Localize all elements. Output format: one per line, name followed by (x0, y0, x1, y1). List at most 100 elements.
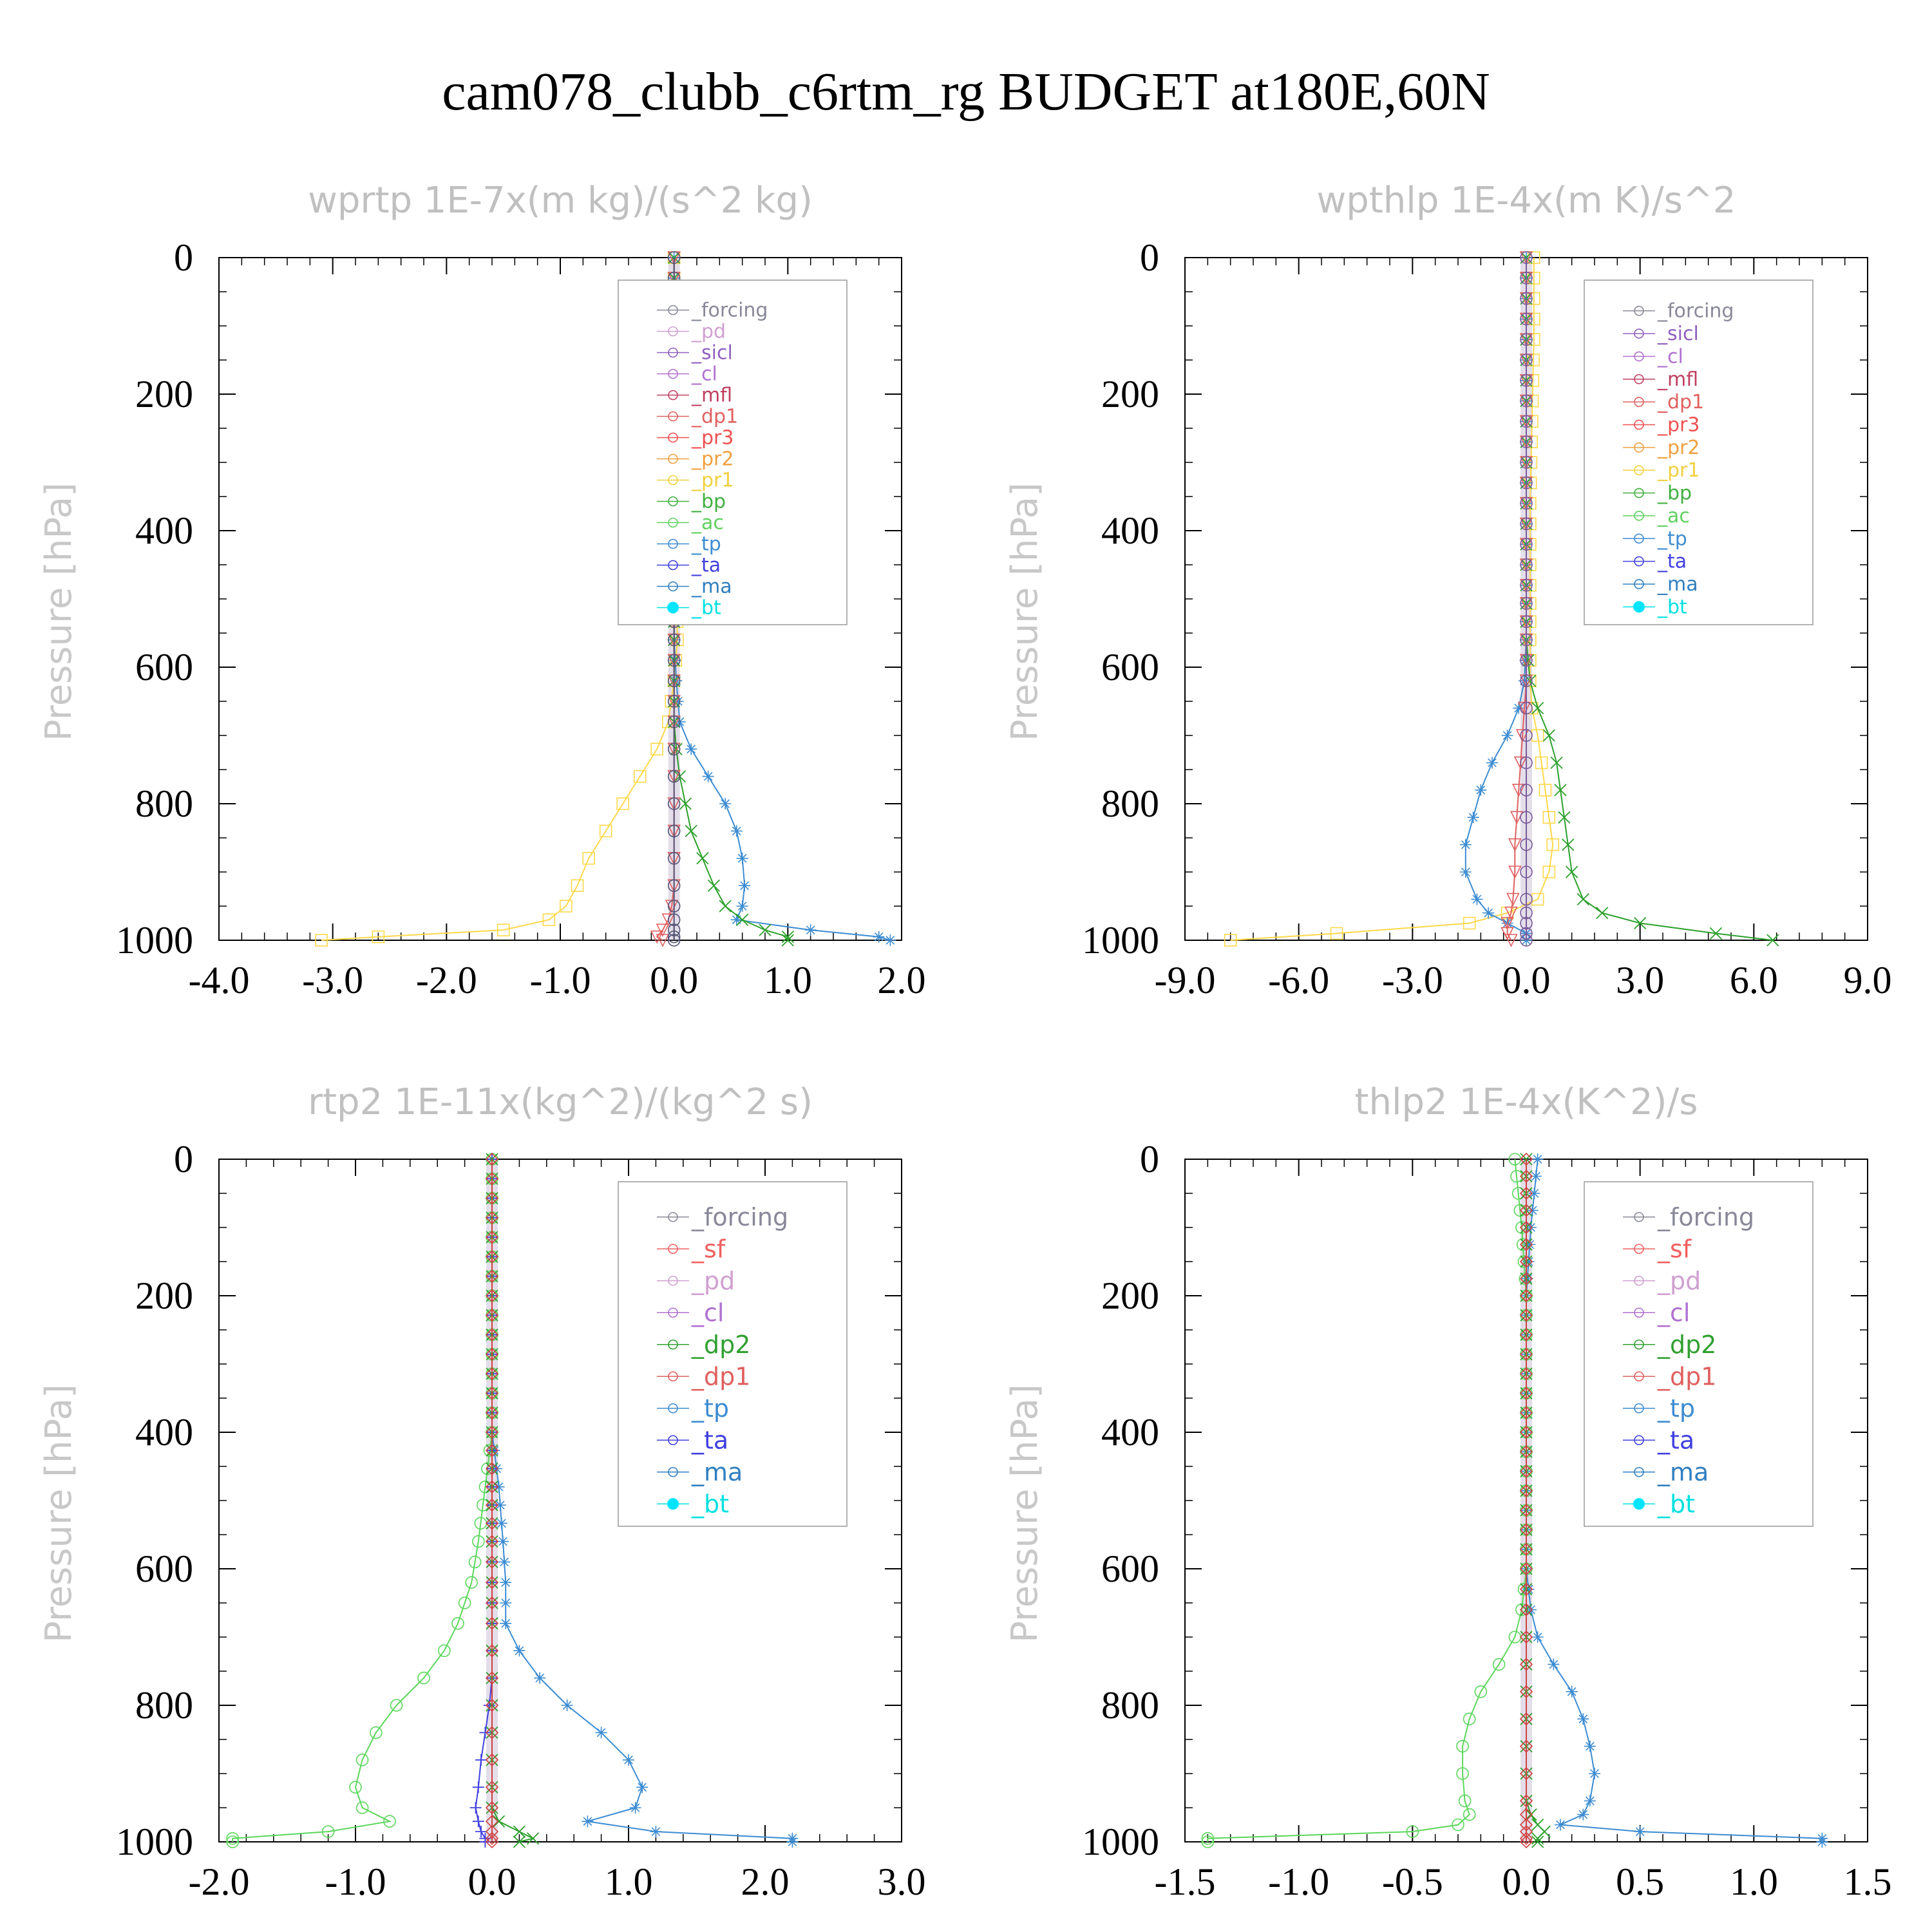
data-point (1520, 476, 1533, 489)
data-point (1520, 558, 1533, 571)
legend-marker (667, 601, 679, 614)
y-tick-label: 0 (1140, 236, 1159, 279)
data-point (1463, 1808, 1476, 1821)
data-point (1463, 916, 1476, 930)
legend-entry: _dp1 (691, 1362, 750, 1390)
data-point (1519, 1425, 1533, 1439)
chart-panel-4: thlp2 1E-4x(K^2)/s Pressure [hPa] -1.5 -1.0… (1004, 1081, 1892, 1903)
data-point (1566, 1685, 1578, 1698)
data-point (1456, 1739, 1469, 1753)
data-point (1520, 615, 1533, 629)
data-point (1531, 1153, 1544, 1165)
y-tick-label: 400 (1101, 1411, 1159, 1454)
data-point (1456, 1767, 1469, 1780)
legend-entry: _pr2 (1657, 437, 1700, 459)
legend-marker (668, 581, 678, 592)
data-point (759, 923, 772, 936)
data-point (526, 1832, 540, 1845)
data-point (1520, 394, 1533, 408)
y-tick-label: 200 (1101, 1274, 1159, 1317)
data-point (1519, 1562, 1533, 1576)
data-point (1520, 251, 1533, 264)
legend-marker (668, 326, 678, 337)
data-point (485, 1835, 499, 1849)
x-tick-label: 3.0 (1616, 959, 1664, 1001)
data-point (485, 1231, 499, 1244)
data-point (485, 1576, 499, 1589)
x-tick-label: -3.0 (302, 959, 363, 1001)
data-point (513, 1825, 526, 1838)
legend-marker (1634, 533, 1644, 544)
data-point (1519, 1445, 1533, 1459)
data-point (315, 934, 328, 947)
data-point (1520, 312, 1533, 326)
data-point (500, 1617, 512, 1629)
legend-marker (668, 1275, 678, 1286)
data-point (1519, 1238, 1533, 1251)
x-tick-label: 0.5 (1616, 1861, 1664, 1903)
data-point (781, 931, 794, 943)
legend-box (1584, 1181, 1814, 1527)
y-tick-label: 400 (135, 1411, 193, 1454)
y-axis-label: Pressure [hPa] (38, 482, 80, 741)
data-point (707, 879, 721, 892)
legend-marker (1634, 1307, 1644, 1318)
data-point (1508, 866, 1522, 879)
legend-marker (667, 1498, 679, 1510)
data-point (685, 743, 697, 755)
legend-entry: _forcing (691, 299, 768, 322)
data-point (485, 1671, 499, 1685)
data-point (1520, 435, 1533, 449)
legend-entry: _dp1 (691, 406, 738, 428)
data-point (1201, 1835, 1215, 1848)
data-point (582, 1815, 594, 1828)
data-point (1519, 1367, 1533, 1381)
series-forcing (485, 1152, 499, 1849)
data-point (1634, 916, 1647, 930)
data-point (485, 1616, 499, 1630)
data-point (667, 797, 681, 810)
legend-marker (1634, 1435, 1644, 1446)
y-tick-label: 800 (135, 782, 193, 825)
legend-entry: _bt (691, 1490, 729, 1518)
data-point (1474, 1685, 1488, 1698)
data-point (1520, 517, 1533, 531)
data-point (781, 934, 794, 947)
data-point (667, 900, 681, 913)
data-point (1504, 934, 1518, 947)
data-point (1520, 927, 1533, 940)
data-point (472, 1815, 484, 1828)
data-point (1519, 1582, 1533, 1596)
series-line (491, 1159, 793, 1842)
y-tick-label: 1000 (1082, 1821, 1159, 1863)
data-point (623, 1754, 634, 1766)
data-point (1548, 1658, 1560, 1671)
data-point (485, 1517, 499, 1530)
legend-entry: _ma (691, 576, 732, 598)
legend-marker (668, 1244, 678, 1255)
data-point (1520, 784, 1533, 797)
data-point (485, 1347, 499, 1361)
legend-entry: _forcing (691, 1203, 788, 1231)
data-point (465, 1576, 478, 1589)
data-point (667, 913, 681, 926)
data-point (1330, 927, 1343, 940)
data-point (599, 824, 612, 838)
data-point (1519, 1204, 1533, 1217)
legend-entry: _mfl (1657, 368, 1698, 391)
legend-entry: _forcing (1657, 1203, 1754, 1231)
data-point (475, 1826, 488, 1838)
data-point (485, 1480, 499, 1493)
legend-entry: _tp (691, 1394, 729, 1423)
legend-entry: _ta (1657, 1426, 1694, 1454)
data-point (1510, 1170, 1523, 1183)
y-tick-label: 0 (174, 1138, 193, 1180)
x-tick-label: 0.0 (650, 959, 698, 1001)
data-point (485, 1406, 499, 1419)
panel-title: rtp2 1E-11x(kg^2)/(kg^2 s) (308, 1081, 813, 1123)
legend-entry: _ac (691, 512, 724, 535)
data-point (500, 1577, 512, 1589)
legend-entry: _tp (691, 533, 721, 556)
legend-marker (1634, 1275, 1644, 1286)
series-forcing (1520, 251, 1533, 947)
